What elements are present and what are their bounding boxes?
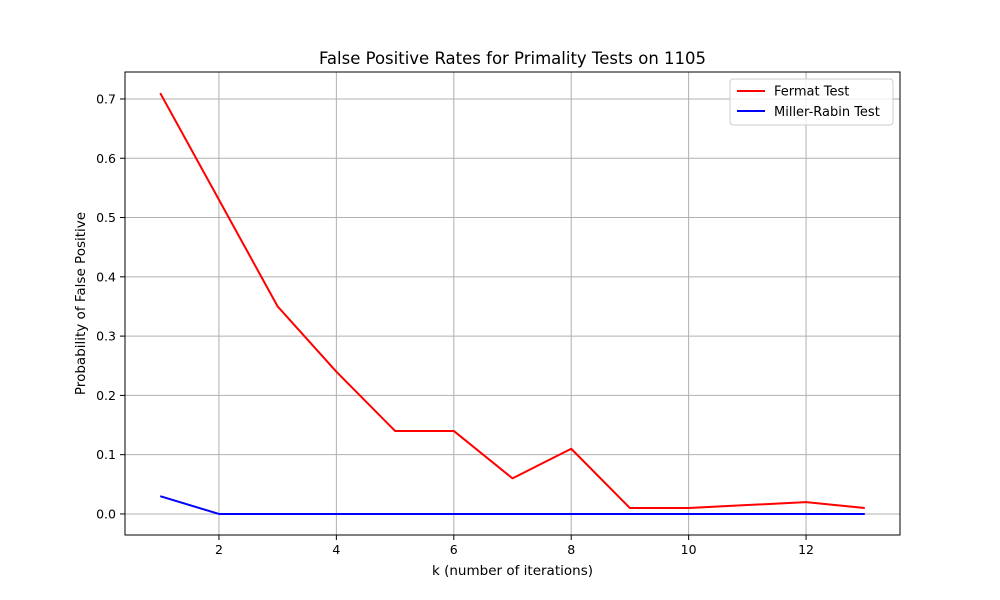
y-tick-label: 0.6 [96, 151, 116, 166]
series-line-miller-rabin-test [159, 495, 865, 515]
y-tick-label: 0.4 [96, 269, 116, 284]
x-tick-label: 12 [798, 542, 814, 557]
legend-box [729, 78, 894, 126]
y-tick-label: 0.7 [96, 91, 116, 106]
y-tick-label: 0.1 [96, 447, 116, 462]
legend: Fermat Test Miller-Rabin Test [729, 78, 894, 126]
x-tick-label: 6 [450, 542, 458, 557]
x-tick-label: 2 [215, 542, 223, 557]
y-tick-label: 0.3 [96, 329, 116, 344]
plot-frame [124, 71, 901, 536]
y-tick-label: 0.2 [96, 388, 116, 403]
ticks: 2 4 6 8 10 12 0.0 0.1 0.2 0.3 0.4 0.5 0.6 0.7 [96, 91, 814, 557]
x-tick-label: 10 [681, 542, 697, 557]
series-line-fermat-test [159, 92, 865, 510]
series-layer [159, 92, 865, 515]
x-axis-label: k (number of iterations) [432, 563, 593, 579]
x-tick-label: 8 [567, 542, 575, 557]
y-tick-label: 0.0 [96, 506, 116, 521]
y-tick-label: 0.5 [96, 210, 116, 225]
chart-title: False Positive Rates for Primality Tests… [319, 49, 706, 68]
grid [125, 72, 900, 535]
legend-label-miller-rabin: Miller-Rabin Test [774, 105, 880, 120]
x-tick-label: 4 [332, 542, 340, 557]
legend-label-fermat: Fermat Test [774, 85, 849, 100]
y-axis-label: Probability of False Positive [73, 212, 89, 395]
